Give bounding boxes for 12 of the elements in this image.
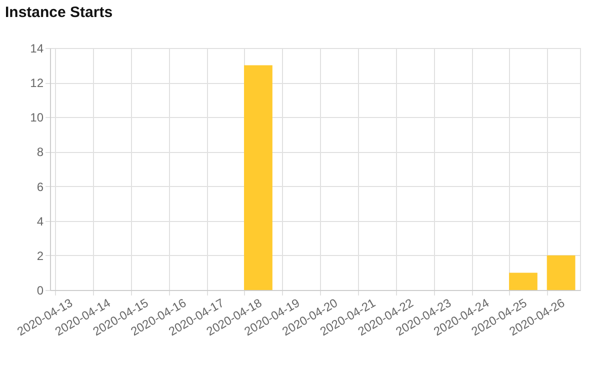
y-tick-label: 8 <box>36 145 44 160</box>
bar <box>244 65 272 290</box>
y-tick-label: 0 <box>36 284 44 298</box>
y-tick-label: 12 <box>30 76 44 90</box>
y-tick-label: 4 <box>36 214 44 228</box>
y-tick-label: 2 <box>36 248 44 263</box>
bar <box>546 255 576 290</box>
chart-title: Instance Starts <box>5 4 113 21</box>
y-tick-label: 6 <box>36 180 44 194</box>
y-tick-label: 14 <box>30 42 44 56</box>
y-tick-label: 10 <box>30 110 44 125</box>
bar <box>509 272 538 290</box>
